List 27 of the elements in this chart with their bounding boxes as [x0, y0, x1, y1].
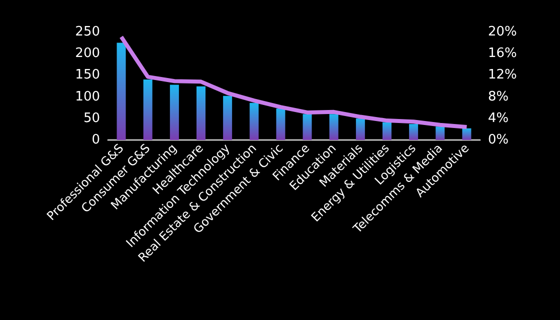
bar: [116, 42, 126, 140]
y2-tick-label: 0%: [488, 132, 509, 148]
bar: [170, 84, 179, 140]
bar: [329, 114, 338, 140]
y-tick-label: 200: [75, 46, 100, 62]
y-tick-label: 150: [75, 68, 100, 83]
y2-tick-label: 20%: [488, 24, 517, 40]
bar: [223, 96, 232, 140]
bar: [382, 122, 392, 140]
y2-tick-label: 12%: [488, 68, 517, 83]
bar: [409, 124, 418, 140]
bar: [356, 118, 365, 140]
y2-tick-label: 16%: [488, 46, 517, 62]
y-tick-label: 250: [75, 24, 100, 40]
y-tick-label: 50: [83, 110, 100, 126]
bar: [436, 126, 445, 140]
y-tick-label: 100: [75, 89, 100, 104]
bar: [276, 108, 286, 140]
bar: [302, 114, 312, 140]
y-tick-label: 0: [92, 132, 100, 148]
bar: [462, 128, 472, 140]
line-series: [119, 34, 469, 130]
bar: [250, 102, 259, 140]
y2-tick-label: 4%: [488, 110, 509, 126]
y2-tick-label: 8%: [488, 89, 509, 104]
bar: [143, 80, 152, 140]
bar: [196, 86, 206, 140]
